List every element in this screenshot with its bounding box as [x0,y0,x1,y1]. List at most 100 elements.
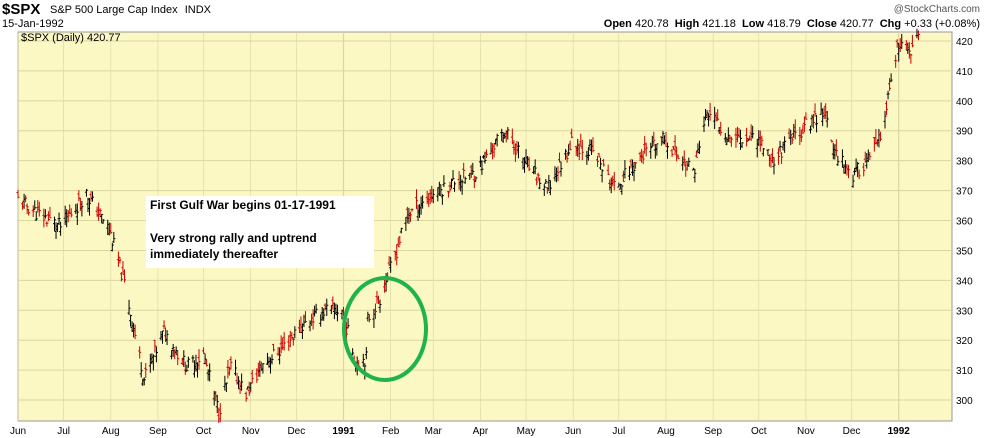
price-bar [586,146,590,161]
symbol: $SPX [2,1,41,18]
price-bar [373,303,377,320]
price-bar [272,343,276,352]
price-bar [516,141,520,159]
price-bar [577,143,581,160]
price-bar [389,256,393,273]
price-bar [886,90,890,100]
price-bar [697,140,701,154]
y-tick-label: 390 [956,127,973,138]
price-bar [314,303,318,314]
y-tick-label: 360 [956,217,973,228]
price-bar [37,201,41,217]
price-bar [513,143,517,162]
price-bar [69,208,73,218]
price-bar [261,363,265,374]
ohlc-readout: Open 420.78 High 421.18 Low 418.79 Close… [604,18,980,30]
price-bar [138,346,142,359]
price-bar [153,339,157,353]
price-bar [101,219,105,224]
price-bar [606,164,610,176]
price-bar [471,162,475,175]
price-bar [790,136,794,145]
price-bar [278,347,282,365]
x-tick-label: Jul [57,426,70,437]
price-bar [42,208,46,228]
y-tick-label: 380 [956,157,973,168]
price-bar [484,149,488,158]
price-bar [139,362,143,378]
y-tick-label: 370 [956,187,973,198]
y-tick-label: 320 [956,336,973,347]
price-bar [772,157,776,175]
price-bar [463,176,467,184]
close-label: Close [806,18,837,30]
price-bar [218,403,222,423]
y-tick-label: 420 [956,37,973,48]
price-bar [448,181,452,192]
price-bar [118,256,122,264]
price-bar [602,158,606,167]
price-bar [270,354,274,365]
price-bar [335,304,339,322]
x-tick-label: Sep [149,426,167,437]
price-bar [627,166,631,181]
price-bar [122,269,126,283]
open-label: Open [603,18,632,30]
price-bar [322,308,326,321]
price-bar [716,109,720,121]
price-bar [480,160,484,175]
price-bar [300,323,304,340]
price-bar [182,350,186,367]
price-bar [311,309,315,330]
x-tick-label: Nov [242,426,260,437]
price-bar [46,211,50,222]
price-bar [151,354,155,371]
price-bar [878,131,882,142]
price-bar [535,176,539,186]
price-bar [474,176,478,182]
price-bar [840,149,844,168]
price-bar [666,142,670,159]
price-bar [439,184,443,196]
price-bar [556,166,560,182]
price-bar [234,359,238,376]
price-bar [185,364,189,372]
close-value: 420.77 [839,18,874,30]
legend-label: $SPX (Daily) 420.77 [21,32,121,44]
price-bar [780,152,784,165]
price-bar [100,213,104,224]
price-bar [398,235,402,246]
exchange: INDX [184,4,211,16]
high-label: High [674,18,700,30]
price-bar [802,116,806,133]
price-bar [396,238,400,248]
price-bar [27,208,31,216]
price-bar [597,152,601,158]
y-tick-label: 340 [956,276,973,287]
price-bar [31,205,35,218]
price-bar [462,162,466,179]
price-bar [421,195,425,209]
price-bar [661,130,665,145]
price-bar [451,170,455,180]
price-bar [527,156,531,172]
price-bar [453,181,457,192]
price-bar [751,125,755,139]
price-bar [600,169,604,183]
price-bar [165,330,169,346]
price-bar [361,353,365,367]
price-bar [415,189,419,210]
price-bar [144,362,148,378]
price-bar [570,128,574,139]
price-bar [291,337,295,346]
price-bar [202,347,206,354]
price-bar [133,324,137,340]
price-bar [565,152,569,163]
price-bar [538,177,542,190]
price-bar [48,206,52,219]
price-bar [652,131,656,147]
price-bar [142,377,146,386]
price-bar [739,129,743,150]
price-bar [110,242,114,252]
price-bar [442,175,446,187]
